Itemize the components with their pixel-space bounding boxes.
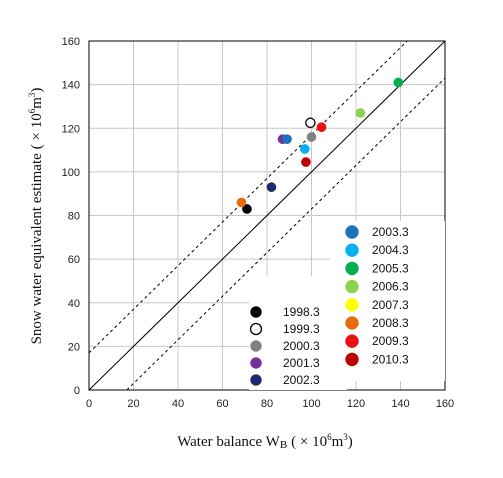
data-points [236,77,404,214]
legend-label: 1999.3 [283,322,320,336]
legend-marker [250,340,262,352]
data-point [355,108,366,118]
x-tick-label: 140 [391,398,409,410]
legend-label: 2005.3 [372,261,409,275]
x-tick-label: 0 [86,398,92,410]
legend-label: 2003.3 [372,225,409,239]
data-point [282,134,292,145]
data-point [306,132,317,142]
x-tick-label: 120 [347,398,365,410]
legend-label: 2001.3 [283,356,320,370]
legend-label: 2009.3 [372,334,409,348]
x-tick-label: 80 [261,398,273,410]
legend-marker [249,322,263,336]
data-point [301,157,311,167]
legend-marker [345,316,359,330]
y-axis-title: Snow water equivalent estimate( × 106m3) [27,88,45,345]
y-tick-label: 20 [68,341,80,353]
dashed-offset-line [126,77,446,391]
legend-marker [345,261,359,276]
y-tick-label: 160 [62,36,80,48]
legend: 1998.3 1999.3 2000.3 2001.3 2002.3 2003.3 2004… [249,221,445,390]
data-point [236,197,247,208]
legend-marker [250,306,262,318]
x-tick-label: 20 [127,398,139,410]
data-point [299,144,310,154]
legend-marker [345,334,359,348]
y-tick-label: 100 [62,167,80,179]
x-axis-title: Water balance WB( × 106m3) [177,432,353,451]
reference-lines [88,40,446,391]
legend-marker [250,357,262,369]
one-to-one-line [88,40,446,391]
x-tick-label: 100 [302,398,320,410]
legend-label: 2000.3 [283,339,320,353]
legend-label: 2010.3 [372,352,409,366]
dashed-offset-line [88,40,408,354]
legend-label: 2008.3 [372,316,409,330]
x-tick-label: 40 [172,398,184,410]
y-tick-label: 40 [68,298,80,310]
legend-marker [345,352,359,367]
y-tick-label: 140 [62,80,80,92]
y-tick-label: 0 [74,385,80,397]
data-point [266,182,277,192]
data-point [242,204,252,214]
legend-marker [345,298,359,312]
legend-label: 2002.3 [283,373,320,387]
legend-marker [345,225,359,239]
data-point [305,117,316,129]
legend-label: 2007.3 [372,298,409,312]
y-tick-labels: 0 20 40 60 80 100 120 140 160 [62,36,80,397]
data-point [316,122,327,133]
grid [89,41,445,390]
y-tick-label: 120 [62,123,80,135]
legend-marker [345,279,359,294]
y-tick-label: 80 [68,211,80,223]
x-tick-labels: 0 20 40 60 80 100 120 140 160 [86,398,454,410]
legend-label: 2004.3 [372,243,409,257]
legend-marker [345,243,359,257]
legend-label: 1998.3 [283,305,320,319]
x-tick-label: 60 [216,398,228,410]
x-tick-label: 160 [436,398,454,410]
y-tick-label: 60 [68,254,80,266]
legend-marker [250,374,262,386]
legend-label: 2006.3 [372,280,409,294]
data-point [393,77,404,88]
